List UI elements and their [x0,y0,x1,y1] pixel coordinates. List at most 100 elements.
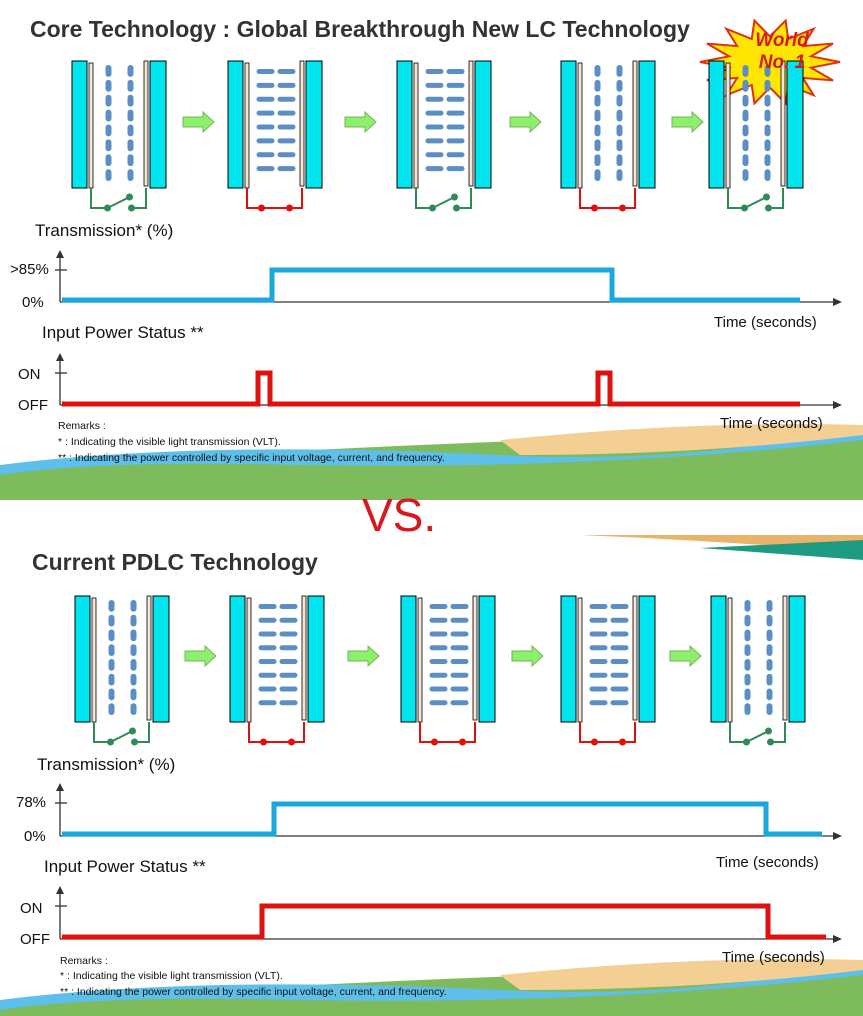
liquid-crystal-bottom-cell-3 [450,617,469,623]
liquid-crystal-bottom-cell-2 [279,631,298,637]
switch-contact-bottom-cell-1 [107,738,114,746]
bottom-power-time-label: Time (seconds) [722,949,825,966]
top-remarks-heading: Remarks : [58,420,106,432]
electrode-right-bottom-cell-1 [146,595,152,721]
liquid-crystal-bottom-cell-2 [258,659,277,664]
liquid-crystal-top-cell-3 [446,69,465,74]
electrode-right-bottom-cell-2 [301,595,307,721]
switch-gap-bottom-cell-5 [746,740,771,744]
switch-contact-bottom-cell-5 [743,738,750,746]
liquid-crystal-top-cell-2 [256,96,275,102]
top-title: Core Technology : Global Breakthrough Ne… [30,16,690,42]
liquid-crystal-top-cell-1 [105,124,112,137]
top-transition-arrow-2 [344,110,377,134]
liquid-crystal-top-cell-2 [277,96,296,102]
liquid-crystal-top-cell-1 [127,65,134,77]
top-power-y-axis-arrow [56,353,64,361]
glass-left-top-cell-3 [396,60,413,189]
bottom-power-y-axis-arrow [56,886,64,894]
liquid-crystal-bottom-cell-1 [108,614,115,627]
liquid-crystal-bottom-cell-1 [108,644,115,656]
liquid-crystal-bottom-cell-3 [429,631,448,637]
circuit-wire-bottom-cell-3 [419,722,476,743]
switch-contact-top-cell-3 [429,204,436,212]
liquid-crystal-bottom-cell-3 [429,645,448,651]
switch-contact-top-cell-3 [453,204,460,212]
liquid-crystal-bottom-cell-3 [450,659,469,664]
electrode-right-top-cell-3 [468,60,474,187]
bottom-remark-1: * : Indicating the visible light transmi… [60,970,283,982]
liquid-crystal-top-cell-2 [277,110,296,116]
mid-wave-teal [700,540,863,560]
electrode-right-top-cell-4 [632,60,638,187]
mid-wave-orange [580,535,863,552]
switch-gap-top-cell-5 [744,206,769,210]
liquid-crystal-bottom-cell-1 [130,600,137,612]
glass-left-top-cell-4 [560,60,577,189]
liquid-crystal-top-cell-3 [425,110,444,116]
bottom-transition-arrow-4 [669,644,702,668]
liquid-crystal-bottom-cell-2 [258,686,277,692]
bottom-transition-arrow-2 [347,644,380,668]
bottom-transition-arrow-3 [511,644,544,668]
circuit-wire-bottom-cell-4 [579,722,636,743]
switch-contact-top-cell-4 [619,204,626,212]
top-power-tick-off: OFF [18,397,48,414]
liquid-crystal-bottom-cell-5 [744,644,751,656]
liquid-crystal-top-cell-2 [256,138,275,144]
liquid-crystal-bottom-cell-4 [589,659,608,664]
liquid-crystal-top-cell-2 [277,138,296,144]
electrode-left-top-cell-1 [88,62,94,189]
liquid-crystal-top-cell-4 [594,109,601,122]
liquid-crystal-bottom-cell-2 [258,700,277,706]
liquid-crystal-top-cell-3 [425,124,444,130]
electrode-left-top-cell-5 [725,62,731,189]
liquid-crystal-bottom-cell-3 [429,686,448,692]
top-power-label: Input Power Status ** [42,323,204,342]
liquid-crystal-top-cell-5 [742,79,749,92]
liquid-crystal-bottom-cell-5 [766,703,773,715]
liquid-crystal-bottom-cell-5 [744,673,751,686]
liquid-crystal-bottom-cell-4 [589,645,608,651]
liquid-crystal-top-cell-3 [446,82,465,88]
liquid-crystal-top-cell-2 [256,166,275,172]
liquid-crystal-bottom-cell-2 [258,604,277,609]
switch-contact-bottom-cell-2 [288,738,295,746]
circuit-wire-top-cell-5 [727,188,784,209]
liquid-crystal-top-cell-3 [446,110,465,116]
liquid-crystal-top-cell-3 [446,96,465,102]
bottom-power-label: Input Power Status ** [44,857,206,876]
liquid-crystal-top-cell-4 [616,139,623,152]
liquid-crystal-bottom-cell-1 [130,614,137,627]
glass-right-bottom-cell-3 [478,595,496,723]
bottom-title: Current PDLC Technology [32,549,318,575]
bottom-transition-arrow-1 [184,644,217,668]
liquid-crystal-bottom-cell-1 [108,688,115,701]
bottom-power-x-axis-arrow [833,935,842,943]
electrode-left-bottom-cell-3 [417,597,423,723]
liquid-crystal-top-cell-4 [616,109,623,122]
liquid-crystal-top-cell-4 [616,94,623,107]
bottom-power-tick-off: OFF [20,931,50,948]
liquid-crystal-bottom-cell-5 [744,659,751,671]
bottom-wave-blue [0,960,863,1010]
liquid-crystal-bottom-cell-1 [130,644,137,656]
liquid-crystal-top-cell-3 [446,152,465,158]
bottom-trans-time-label: Time (seconds) [716,854,819,871]
liquid-crystal-top-cell-1 [105,94,112,107]
switch-contact-top-cell-3 [451,193,458,201]
liquid-crystal-top-cell-4 [616,169,623,181]
switch-contact-top-cell-1 [104,204,111,212]
liquid-crystal-bottom-cell-5 [766,600,773,612]
liquid-crystal-top-cell-5 [764,139,771,152]
liquid-crystal-top-cell-1 [105,65,112,77]
liquid-crystal-bottom-cell-3 [450,672,469,678]
liquid-crystal-top-cell-1 [105,169,112,181]
liquid-crystal-bottom-cell-1 [108,629,115,642]
switch-contact-top-cell-1 [128,204,135,212]
top-trans-x-axis-arrow [833,298,842,306]
switch-contact-bottom-cell-3 [459,738,466,746]
liquid-crystal-bottom-cell-1 [108,703,115,715]
liquid-crystal-top-cell-5 [742,154,749,167]
liquid-crystal-bottom-cell-2 [279,686,298,692]
